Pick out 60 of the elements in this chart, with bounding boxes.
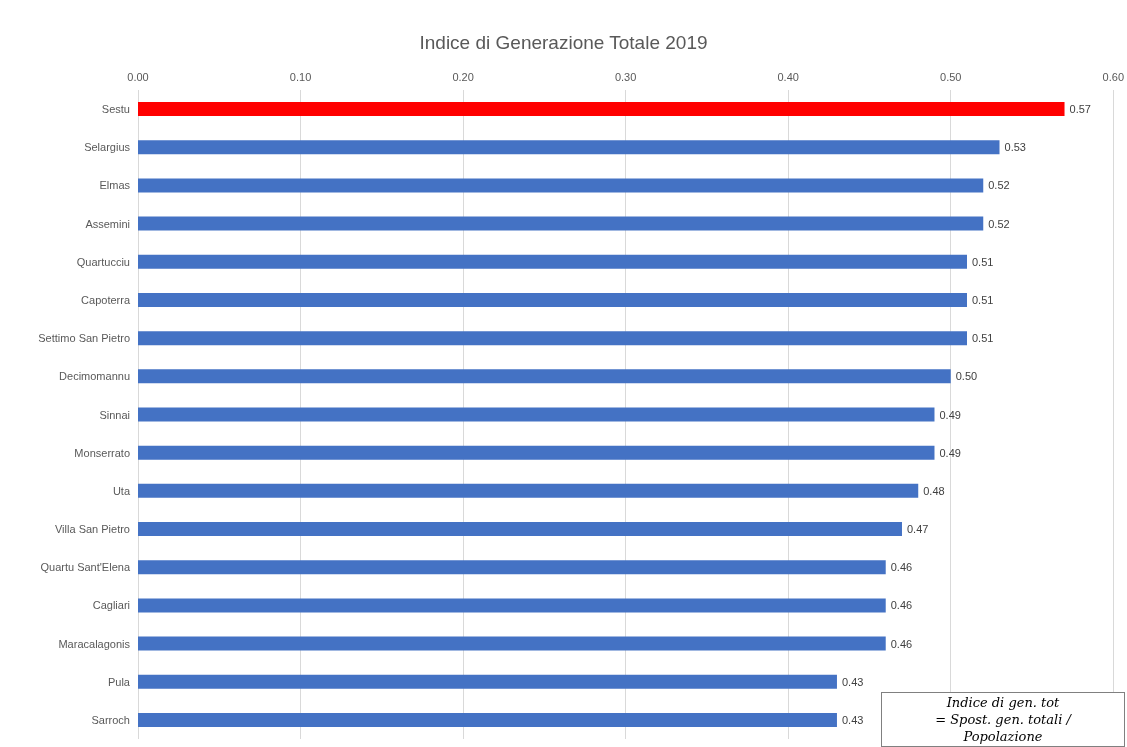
y-tick-label: Elmas bbox=[99, 179, 131, 192]
x-tick-label: 0.60 bbox=[1102, 70, 1125, 83]
data-label: 0.57 bbox=[1069, 103, 1091, 116]
bar bbox=[138, 483, 919, 498]
y-tick-label: Cagliari bbox=[92, 599, 130, 612]
y-tick-label: Sestu bbox=[101, 103, 130, 116]
bar bbox=[138, 140, 1000, 155]
data-label: 0.51 bbox=[972, 332, 994, 345]
data-label: 0.43 bbox=[841, 713, 864, 726]
y-tick-label: Settimo San Pietro bbox=[38, 332, 130, 345]
bar bbox=[138, 445, 935, 460]
y-tick-label: Uta bbox=[112, 484, 131, 497]
data-label: 0.53 bbox=[1004, 141, 1026, 154]
y-tick-label: Maracalagonis bbox=[58, 637, 131, 650]
data-label: 0.52 bbox=[988, 217, 1010, 230]
y-tick-label: Assemini bbox=[85, 217, 130, 230]
bar bbox=[138, 216, 984, 231]
data-label: 0.51 bbox=[972, 293, 994, 306]
bar bbox=[138, 560, 886, 575]
x-tick-label: 0.50 bbox=[940, 70, 962, 83]
y-tick-label: Quartu Sant'Elena bbox=[40, 561, 131, 574]
bar bbox=[138, 178, 984, 193]
x-tick-label: 0.40 bbox=[777, 70, 799, 83]
y-tick-label: Sinnai bbox=[99, 408, 130, 421]
x-tick-label: 0.00 bbox=[127, 70, 149, 83]
x-tick-label: 0.30 bbox=[614, 70, 637, 83]
data-label: 0.51 bbox=[972, 255, 994, 268]
y-tick-label: Villa San Pietro bbox=[54, 523, 130, 536]
data-label: 0.49 bbox=[939, 408, 961, 421]
y-tick-label: Monserrato bbox=[74, 446, 130, 459]
bar bbox=[138, 369, 951, 384]
chart-title: Indice di Generazione Totale 2019 bbox=[419, 32, 708, 53]
y-tick-label: Selargius bbox=[84, 141, 131, 154]
y-tick-label: Pula bbox=[107, 675, 131, 688]
x-tick-label: 0.20 bbox=[452, 70, 474, 83]
data-label: 0.48 bbox=[923, 484, 945, 497]
y-tick-label: Quartucciu bbox=[76, 255, 130, 268]
formula-box: Indice di gen. tot = Spost. gen. totali / Popolazione bbox=[881, 692, 1125, 747]
data-label: 0.46 bbox=[890, 599, 913, 612]
data-label: 0.50 bbox=[955, 370, 978, 383]
bar bbox=[138, 674, 837, 689]
bar bbox=[138, 407, 935, 422]
bar bbox=[138, 522, 902, 537]
bar bbox=[138, 102, 1065, 117]
data-label: 0.49 bbox=[939, 446, 961, 459]
y-tick-label: Decimomannu bbox=[59, 370, 130, 383]
data-label: 0.46 bbox=[890, 561, 913, 574]
bar bbox=[138, 636, 886, 651]
data-label: 0.43 bbox=[841, 675, 864, 688]
bar bbox=[138, 254, 967, 269]
bar bbox=[138, 292, 967, 307]
bar bbox=[138, 712, 837, 727]
data-label: 0.46 bbox=[890, 637, 913, 650]
data-label: 0.52 bbox=[988, 179, 1010, 192]
bar bbox=[138, 331, 967, 346]
y-tick-label: Capoterra bbox=[81, 293, 131, 306]
data-label: 0.47 bbox=[906, 523, 929, 536]
y-tick-label: Sarroch bbox=[91, 713, 130, 726]
bar bbox=[138, 598, 886, 613]
x-tick-label: 0.10 bbox=[289, 70, 312, 83]
